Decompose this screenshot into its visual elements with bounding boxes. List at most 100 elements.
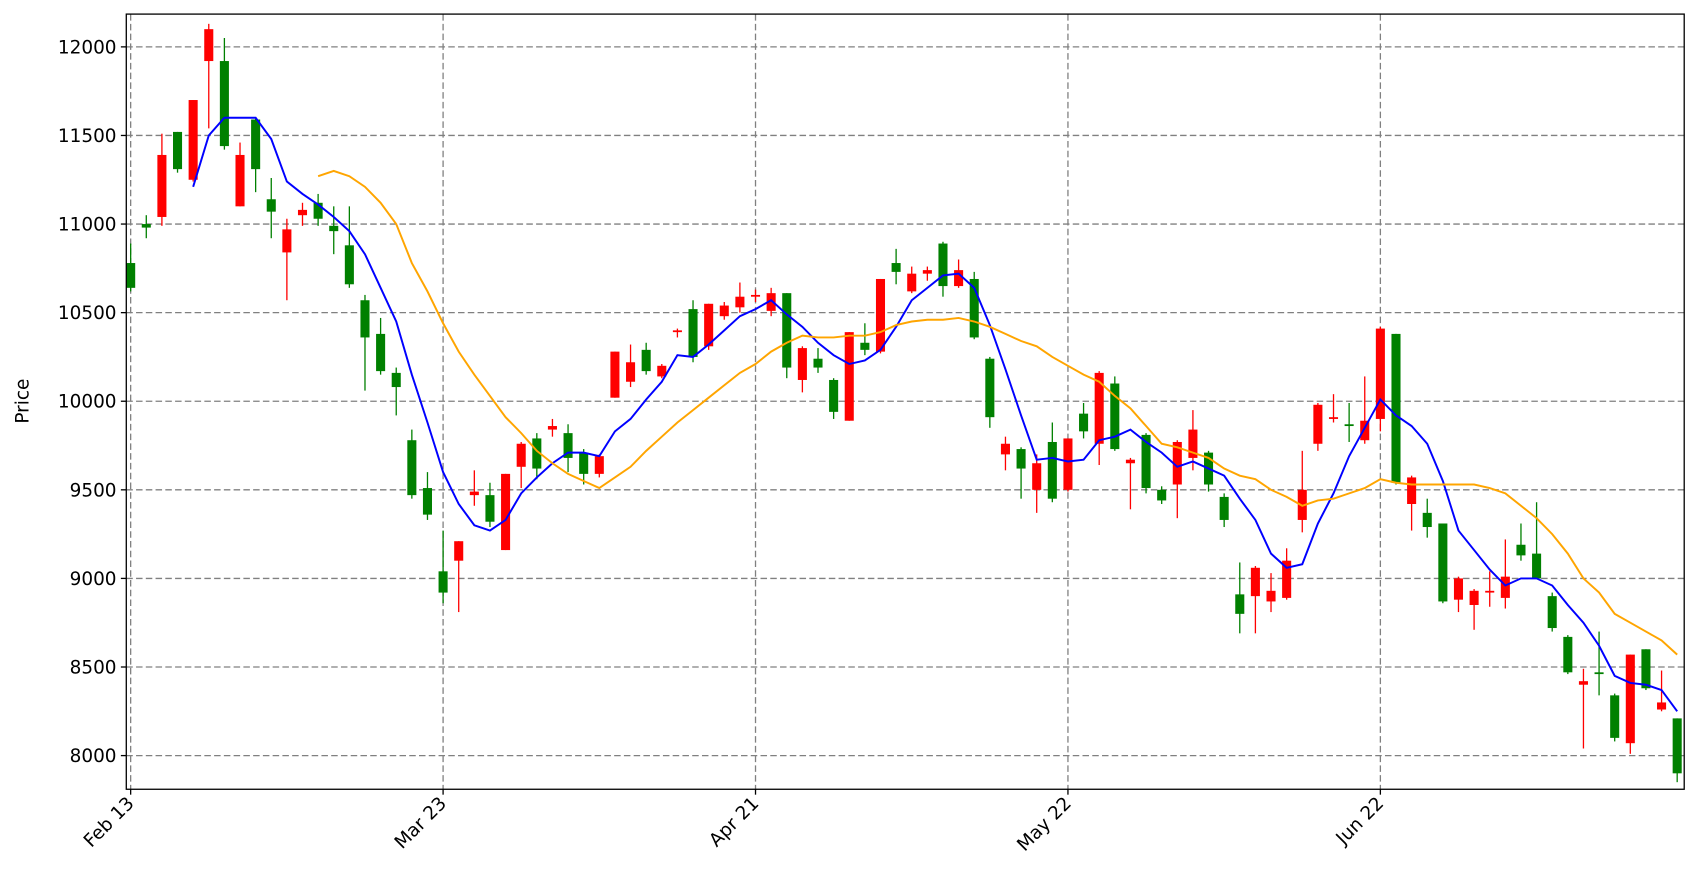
y-tick-label: 9500 <box>70 480 117 501</box>
candle-body <box>563 433 573 458</box>
candle-body <box>938 243 948 287</box>
candle-body <box>235 154 245 207</box>
candle-body <box>844 332 854 421</box>
plot-frame <box>125 13 1685 790</box>
candle-body <box>704 303 714 347</box>
candle-body <box>1375 328 1385 419</box>
candle-body <box>969 278 979 338</box>
candle-body <box>922 270 932 274</box>
candle-body <box>219 61 229 147</box>
x-tick-label: Mar 23 <box>391 793 451 853</box>
y-tick-label: 12000 <box>58 37 117 58</box>
candle-body <box>750 294 761 297</box>
candle-body <box>1469 590 1479 605</box>
candle-body <box>1360 420 1370 441</box>
y-tick-label: 10500 <box>58 303 117 324</box>
candle-body <box>1657 702 1667 710</box>
candle-body <box>1094 372 1104 444</box>
candle-body <box>1172 441 1182 485</box>
candle-body <box>438 571 448 593</box>
candle-body <box>1188 429 1198 458</box>
candle-body <box>782 293 792 368</box>
y-axis-label: Price <box>13 379 34 424</box>
y-tick-label: 8000 <box>70 746 117 767</box>
candle-body <box>422 488 433 515</box>
candle-body <box>282 229 292 253</box>
candle-body <box>251 119 261 170</box>
candle-body <box>860 342 870 350</box>
candle-body <box>829 379 839 412</box>
candle-body <box>1235 594 1245 614</box>
candle-body <box>313 202 323 219</box>
x-tick-label: Feb 13 <box>80 793 139 852</box>
candle-body <box>907 273 917 292</box>
candle-body <box>297 209 308 216</box>
candle-body <box>329 225 339 232</box>
candle-body <box>188 100 198 180</box>
candle-body <box>532 438 542 469</box>
candle-body <box>610 351 620 398</box>
candle-body <box>1313 404 1323 444</box>
candle-body <box>1063 438 1073 490</box>
candle-body <box>1532 553 1542 579</box>
y-tick-label: 10000 <box>58 392 117 413</box>
candle-body <box>547 426 557 430</box>
candle-body <box>516 443 526 467</box>
candle-body <box>485 495 495 522</box>
x-tick-label: Apr 21 <box>705 793 763 851</box>
candle-body <box>454 541 464 561</box>
candle-body <box>1250 567 1260 597</box>
candle-body <box>719 305 729 317</box>
candle-body <box>1672 718 1682 774</box>
candle-body <box>985 358 995 418</box>
candle-body <box>1547 596 1557 629</box>
candle-body <box>1141 434 1151 489</box>
candle-body <box>797 348 807 380</box>
candle-body <box>1032 463 1042 490</box>
candle-body <box>1266 590 1276 602</box>
candle-body <box>672 330 682 333</box>
candle-body <box>626 362 636 382</box>
candle-body <box>1485 590 1495 593</box>
y-tick-label: 11000 <box>58 215 117 236</box>
candle-body <box>688 309 698 357</box>
candle-body <box>1125 459 1135 464</box>
candle-body <box>391 372 401 388</box>
candle-body <box>1453 578 1464 600</box>
candle-body <box>594 456 604 474</box>
y-tick-label: 11500 <box>58 126 117 147</box>
candle-body <box>1219 496 1229 520</box>
candle-body <box>407 440 417 496</box>
candle-body <box>1422 512 1432 528</box>
candle-body <box>1344 424 1354 427</box>
candle-body <box>1407 477 1417 504</box>
x-tick-label: May 22 <box>1013 793 1076 856</box>
candle-body <box>344 245 354 285</box>
candle-body <box>813 358 823 368</box>
candle-body <box>141 224 151 228</box>
candle-body <box>1079 413 1089 432</box>
candle-body <box>360 300 370 338</box>
candle-body <box>641 349 651 372</box>
candle-body <box>1563 636 1573 673</box>
candle-body <box>266 199 276 212</box>
candle-body <box>579 452 589 474</box>
candle-body <box>1016 449 1026 469</box>
candle-body <box>766 293 776 311</box>
y-tick-label: 8500 <box>70 658 117 679</box>
candle-body <box>501 473 511 551</box>
candle-body <box>891 263 901 272</box>
candle-body <box>1000 443 1010 455</box>
candle-body <box>126 263 136 288</box>
candle-body <box>875 278 886 352</box>
candle-body <box>1594 672 1604 675</box>
candle-body <box>1438 523 1448 602</box>
candle-body <box>1625 654 1635 744</box>
candle-body <box>657 365 667 377</box>
candle-body <box>1516 544 1526 556</box>
candle-body <box>204 29 214 62</box>
y-tick-label: 9000 <box>70 569 117 590</box>
candle-body <box>1391 333 1401 483</box>
